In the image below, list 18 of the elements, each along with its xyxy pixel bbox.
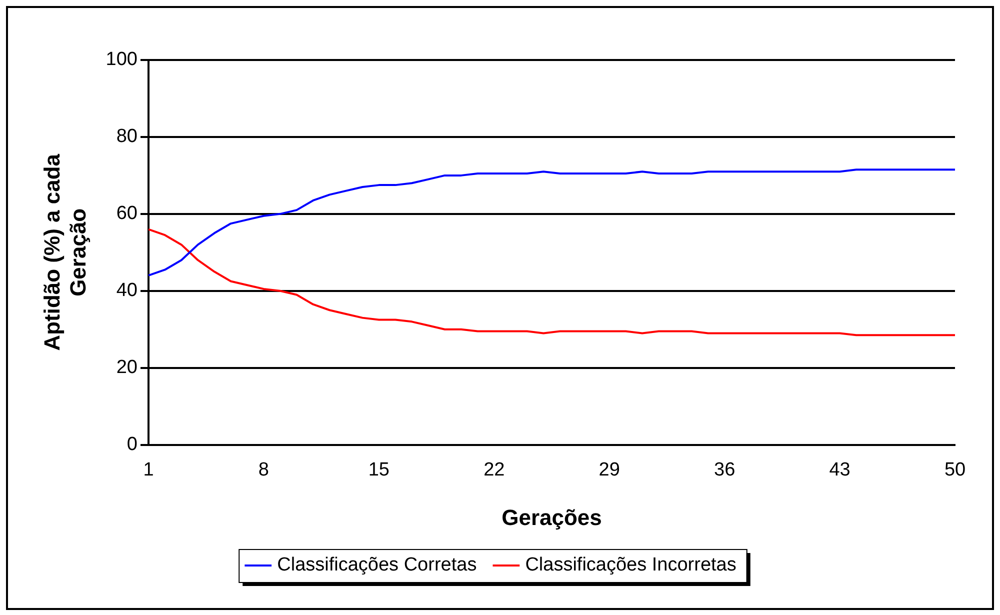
- legend-label: Classificações Corretas: [277, 554, 477, 576]
- y-axis-title: Aptidão (%) a cada Geração: [39, 153, 91, 351]
- legend-label: Classificações Incorretas: [525, 554, 736, 576]
- x-tick-label: 50: [944, 459, 966, 480]
- x-tick-label: 22: [484, 459, 505, 480]
- y-tick-label: 40: [116, 280, 138, 302]
- x-tick-label: 29: [598, 459, 620, 480]
- y-tick-label: 0: [126, 434, 138, 456]
- y-tick-label: 20: [116, 357, 138, 378]
- x-tick-label: 1: [143, 459, 154, 480]
- y-tick-label: 60: [116, 203, 138, 224]
- x-tick-label: 8: [258, 459, 270, 480]
- x-axis-title: Gerações: [502, 504, 602, 530]
- y-tick-label: 100: [106, 49, 138, 70]
- x-tick-label: 15: [368, 459, 390, 480]
- y-tick-label: 80: [116, 126, 138, 148]
- x-tick-label: 36: [714, 459, 736, 480]
- x-tick-label: 43: [829, 459, 850, 480]
